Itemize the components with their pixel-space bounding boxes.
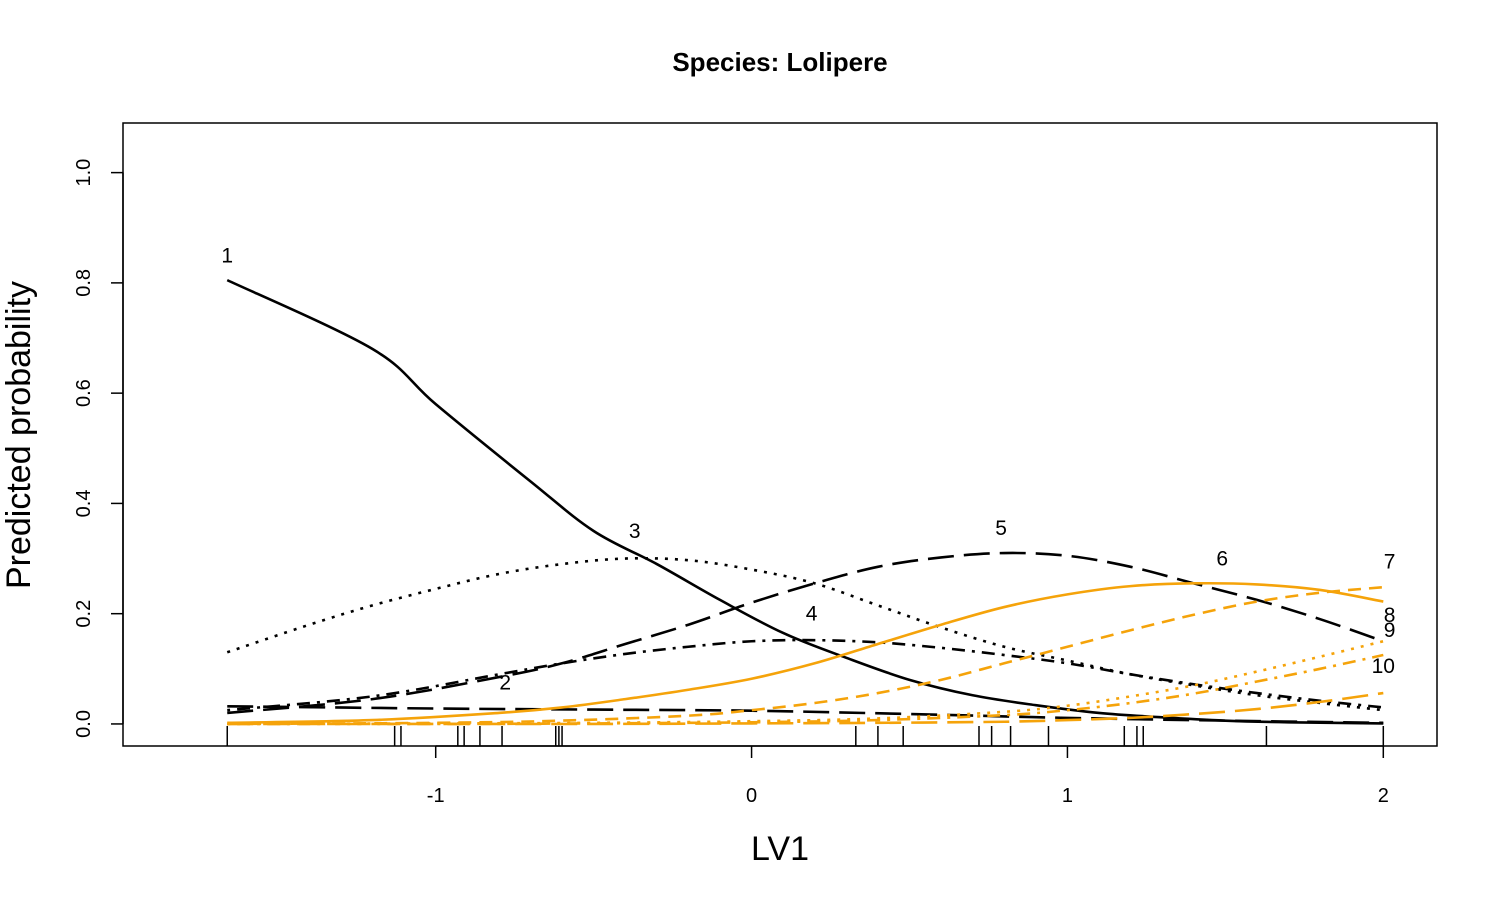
y-tick-label: 0.0	[73, 710, 95, 738]
series-line-1	[226, 278, 1384, 725]
y-tick-label: 1.0	[73, 159, 95, 187]
curve-label-8: 8	[1384, 604, 1396, 627]
rug-group	[226, 726, 1385, 746]
curve-label-4: 4	[806, 603, 818, 626]
y-tick-label: 0.6	[73, 379, 95, 407]
y-tick-label: 0.2	[73, 600, 95, 628]
series-line-6	[227, 581, 1384, 725]
plot-frame	[122, 122, 1438, 747]
curve-label-5: 5	[995, 517, 1007, 540]
curve-label-10: 10	[1372, 655, 1395, 678]
chart-title: Species: Lolipere	[672, 47, 887, 77]
curves-group	[226, 278, 1384, 726]
x-tick-label: 2	[1378, 785, 1389, 807]
y-axis: 0.0 0.2 0.4 0.6 0.8 1.0	[73, 159, 124, 738]
series-line-7	[227, 585, 1384, 726]
series-line-2	[227, 705, 1384, 725]
curve-label-1: 1	[221, 244, 233, 267]
x-tick-label: 0	[746, 785, 757, 807]
series-line-5	[227, 551, 1384, 715]
y-axis-title: Predicted probability	[0, 281, 38, 589]
curve-label-7: 7	[1384, 550, 1396, 573]
curve-label-9: 9	[1384, 619, 1396, 642]
curve-label-6: 6	[1216, 548, 1228, 571]
x-axis-title: LV1	[751, 830, 809, 868]
x-tick-label: -1	[427, 785, 445, 807]
series-line-10	[227, 691, 1384, 726]
y-tick-label: 0.8	[73, 269, 95, 297]
series-line-4	[227, 638, 1384, 712]
curve-labels-group: 1 2 3 4 5 6 7 89 10	[221, 244, 1395, 694]
series-line-8	[227, 639, 1384, 726]
series-line-3	[226, 556, 1384, 712]
x-axis: -1 0 1 2	[427, 745, 1389, 807]
x-tick-label: 1	[1062, 785, 1073, 807]
curve-label-2: 2	[499, 672, 511, 695]
y-tick-label: 0.4	[73, 490, 95, 518]
curve-label-3: 3	[629, 520, 641, 543]
